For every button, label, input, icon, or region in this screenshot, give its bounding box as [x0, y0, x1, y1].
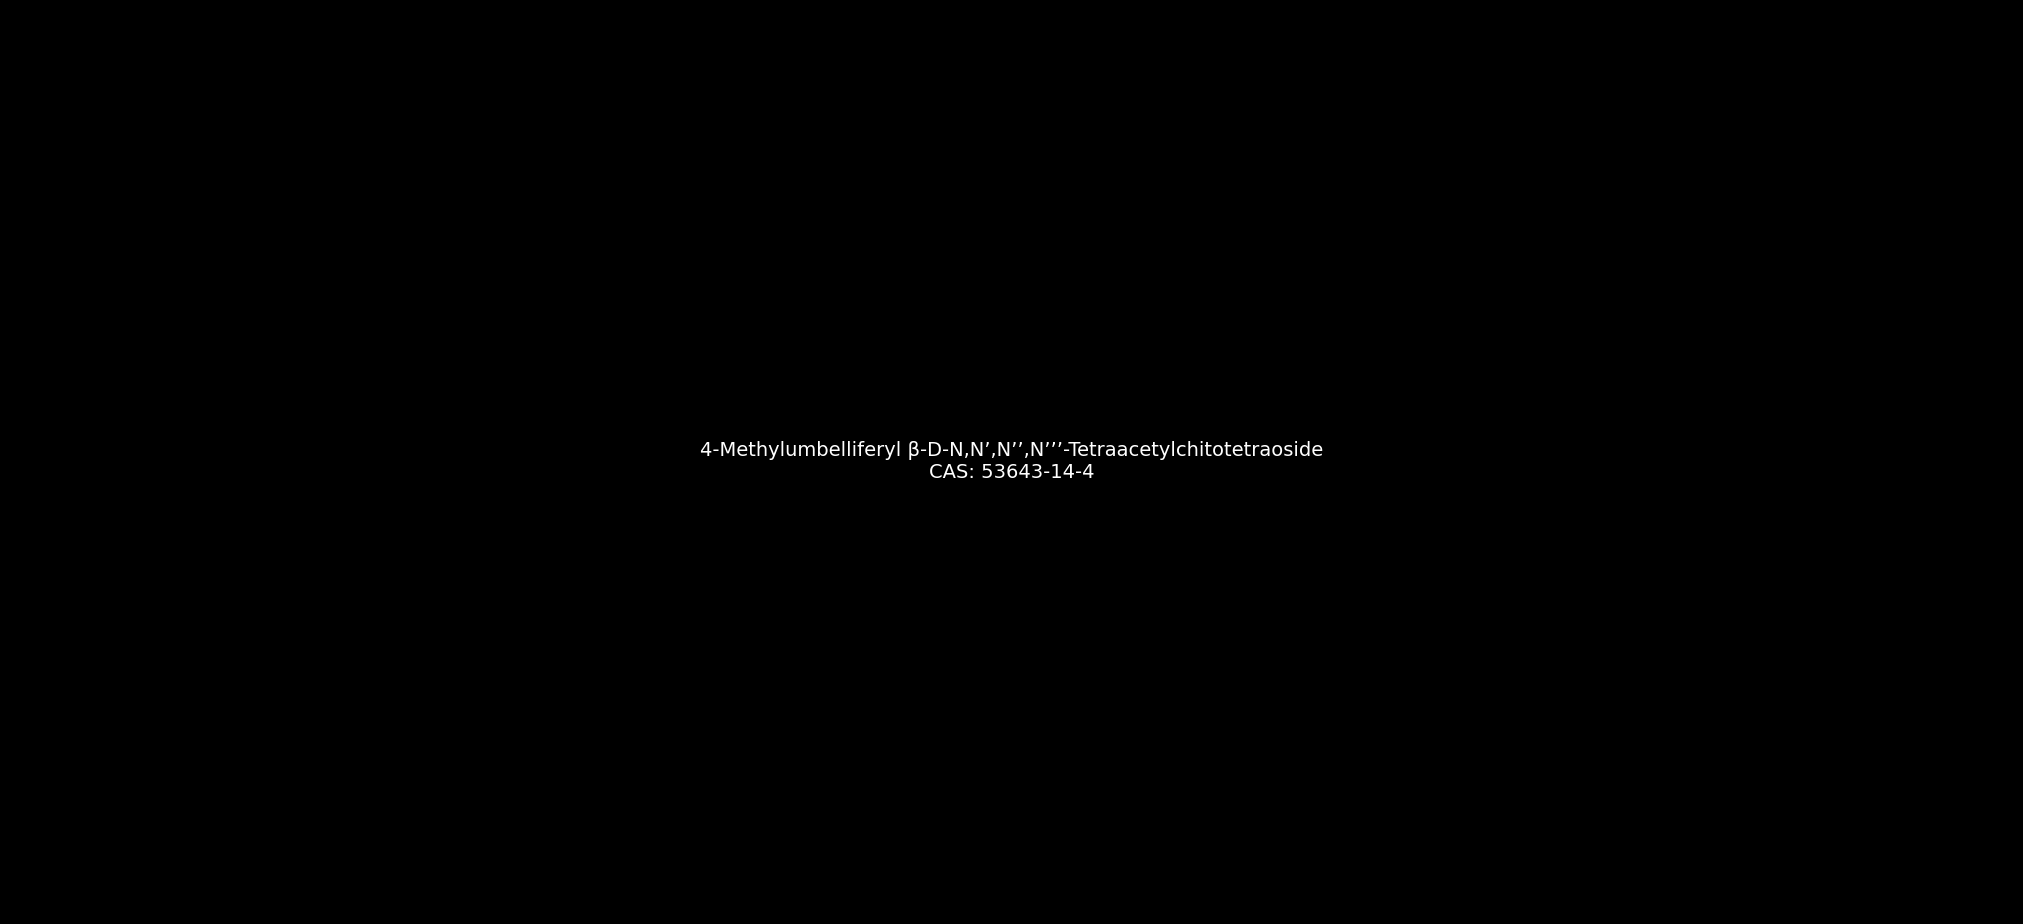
Text: 4-Methylumbelliferyl β-D-N,N’,N’’,N’’’-Tetraacetylchitotetraoside
CAS: 53643-14-: 4-Methylumbelliferyl β-D-N,N’,N’’,N’’’-T… [700, 442, 1323, 482]
